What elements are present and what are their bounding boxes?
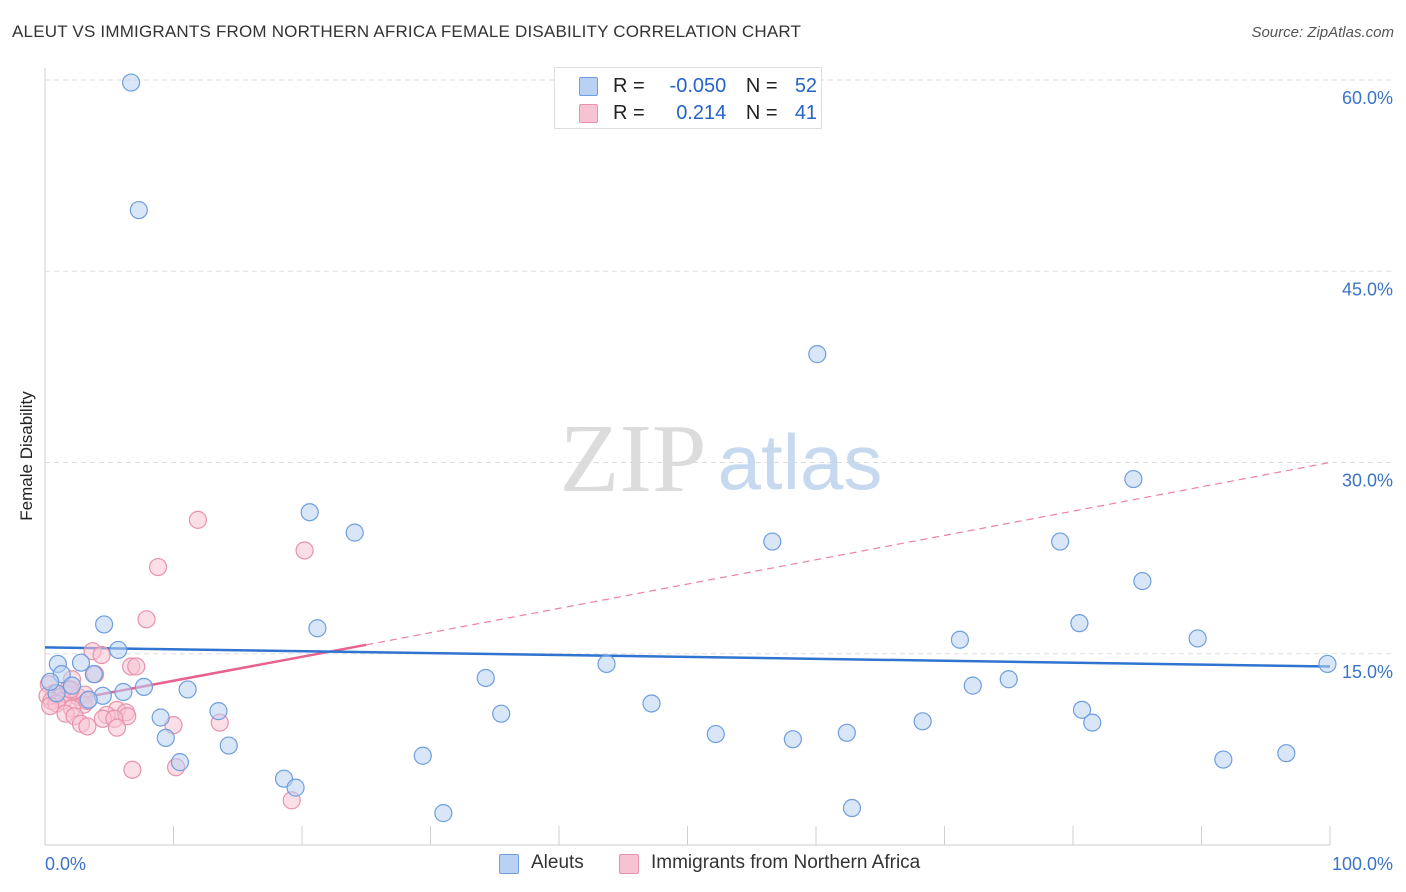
aleut-point xyxy=(114,682,133,702)
aleut-point xyxy=(129,200,148,220)
aleut-point xyxy=(1214,750,1233,769)
aleut-point xyxy=(963,676,982,695)
aleut-point xyxy=(837,723,856,742)
axis-layer xyxy=(44,68,1331,846)
aleut-point xyxy=(95,615,114,634)
aleut-r-label: R = xyxy=(613,75,645,97)
aleut-point xyxy=(286,778,305,797)
immigrants-point xyxy=(92,645,111,665)
watermark-atlas: atlas xyxy=(718,418,883,506)
aleut-point xyxy=(219,736,238,755)
immigrants-swatch xyxy=(579,104,598,123)
aleut-point xyxy=(1124,469,1143,489)
immigrants-point xyxy=(127,657,146,676)
aleut-point xyxy=(842,798,862,818)
aleut-point xyxy=(1188,629,1207,648)
immigrants-point xyxy=(107,718,127,737)
correlation-legend: R = -0.050 N = 52 R = 0.214 N = 41 xyxy=(554,67,822,129)
aleut-point xyxy=(71,653,91,672)
aleuts-legend-swatch xyxy=(499,854,519,874)
aleut-point xyxy=(950,630,970,649)
aleut-point xyxy=(1277,744,1296,763)
aleut-point xyxy=(642,694,661,713)
immigrants-stats: R = 0.214 N = 41 xyxy=(613,102,817,125)
immigrants-point xyxy=(137,610,156,629)
aleut-point xyxy=(1072,700,1092,719)
aleut-point xyxy=(1318,654,1337,674)
aleut-point xyxy=(1083,713,1102,732)
aleut-point xyxy=(121,73,141,92)
aleut-point xyxy=(209,702,228,721)
aleut-point xyxy=(1051,532,1070,551)
source-label: Source: ZipAtlas.com xyxy=(1251,24,1394,41)
aleut-point xyxy=(1070,614,1089,633)
aleut-point xyxy=(178,680,197,699)
aleut-point xyxy=(84,665,103,684)
aleut-point xyxy=(413,746,432,765)
aleut-point xyxy=(308,619,327,638)
immigrants-r-value: 0.214 xyxy=(676,102,727,124)
aleut-n-value: 52 xyxy=(794,75,818,97)
aleut-point xyxy=(151,708,170,727)
aleut-point xyxy=(763,532,782,551)
immigrants-point xyxy=(148,557,168,577)
aleut-swatch xyxy=(579,77,598,96)
immigrants-n-value: 41 xyxy=(794,102,818,124)
aleut-point xyxy=(62,676,82,695)
aleut-point xyxy=(706,724,725,744)
watermark-zip: ZIP xyxy=(560,405,707,513)
immigrants-point xyxy=(295,541,314,560)
immigrants-point xyxy=(188,510,208,529)
aleut-point xyxy=(345,523,364,542)
x-tick-label-max: 100.0% xyxy=(1332,854,1393,874)
y-tick-label: 60.0% xyxy=(1342,88,1393,108)
immigrants-legend-swatch xyxy=(619,854,639,874)
aleut-point xyxy=(597,654,616,674)
aleut-point xyxy=(1133,571,1152,591)
aleut-point xyxy=(808,345,827,364)
aleut-point xyxy=(783,730,802,749)
x-tick-label-min: 0.0% xyxy=(45,854,86,874)
tick-labels: 15.0% 30.0% 45.0% 60.0% 0.0% 100.0% xyxy=(45,88,1393,874)
y-axis-label: Female Disability xyxy=(17,391,36,521)
immigrants-r-label: R = xyxy=(613,102,645,124)
aleut-point xyxy=(156,728,175,748)
aleuts-legend-label: Aleuts xyxy=(531,852,584,873)
watermark: ZIP atlas xyxy=(560,405,883,513)
immigrants-legend-label: Immigrants from Northern Africa xyxy=(651,852,921,873)
grid-layer xyxy=(45,79,1393,655)
aleut-point xyxy=(109,640,128,660)
immigrants-point xyxy=(123,760,142,779)
y-tick-label: 30.0% xyxy=(1342,471,1393,491)
chart-title: ALEUT VS IMMIGRANTS FROM NORTHERN AFRICA… xyxy=(12,22,802,41)
immigrants-trend-projection xyxy=(366,461,1331,646)
aleut-point xyxy=(79,690,98,709)
aleut-point xyxy=(492,704,511,723)
series-legend: Aleuts Immigrants from Northern Africa xyxy=(0,852,1406,878)
aleut-point xyxy=(134,677,154,697)
aleut-r-value: -0.050 xyxy=(669,75,727,97)
aleut-n-label: N = xyxy=(745,75,778,97)
aleut-point xyxy=(913,712,932,731)
immigrants-n-label: N = xyxy=(745,102,778,124)
aleut-trend-line xyxy=(44,646,1331,668)
aleut-stats: R = -0.050 N = 52 xyxy=(613,75,817,98)
aleut-point xyxy=(434,804,453,823)
aleut-point xyxy=(999,670,1018,689)
aleut-point xyxy=(476,668,495,688)
aleut-point xyxy=(41,672,60,691)
y-tick-label: 15.0% xyxy=(1342,662,1393,682)
immigrants-point xyxy=(78,717,97,736)
y-tick-label: 45.0% xyxy=(1342,279,1393,299)
aleut-point xyxy=(170,753,190,772)
aleut-point xyxy=(300,503,319,522)
aleut-points xyxy=(41,73,1337,823)
